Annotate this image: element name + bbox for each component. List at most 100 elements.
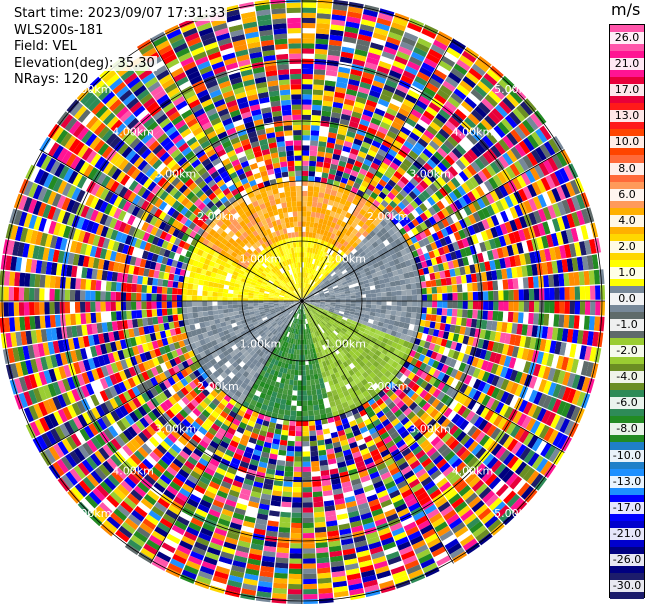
noise-cell <box>310 140 319 147</box>
noise-cell <box>90 301 96 313</box>
noise-cell <box>366 127 378 136</box>
noise-cell <box>501 118 514 132</box>
noise-cell <box>74 301 81 313</box>
noise-cell <box>278 449 287 456</box>
noise-cell <box>467 283 473 292</box>
noise-cell <box>432 136 444 147</box>
noise-cell <box>469 327 476 337</box>
noise-cell <box>491 86 505 100</box>
noise-cell <box>323 162 331 169</box>
noise-cell <box>454 370 463 381</box>
noise-cell <box>141 284 148 293</box>
noise-cell <box>585 362 594 377</box>
noise-cell <box>447 260 455 270</box>
noise-cell <box>294 461 302 467</box>
velocity-cell <box>384 282 391 288</box>
noise-cell <box>492 311 499 321</box>
noise-cell <box>541 410 552 424</box>
noise-cell <box>316 429 324 436</box>
noise-cell <box>479 349 487 360</box>
velocity-cell <box>321 203 328 210</box>
noise-cell <box>425 243 433 252</box>
noise-cell <box>302 165 309 171</box>
noise-cell <box>415 42 430 53</box>
noise-cell <box>331 19 346 27</box>
noise-cell <box>90 279 97 291</box>
noise-cell <box>523 98 537 113</box>
noise-cell <box>416 71 430 82</box>
noise-cell <box>403 172 413 182</box>
noise-cell <box>509 89 523 104</box>
noise-cell <box>541 326 549 339</box>
noise-cell <box>273 582 288 589</box>
noise-cell <box>518 122 531 137</box>
noise-cell <box>469 176 480 188</box>
noise-cell <box>580 225 589 240</box>
noise-cell <box>367 94 379 103</box>
noise-cell <box>456 309 463 318</box>
noise-cell <box>413 431 424 442</box>
noise-cell <box>492 174 503 187</box>
noise-cell <box>337 165 345 173</box>
noise-cell <box>432 369 441 379</box>
noise-cell <box>593 269 600 285</box>
noise-cell <box>392 139 403 149</box>
noise-cell <box>288 171 295 177</box>
noise-cell <box>293 476 302 483</box>
noise-cell <box>302 140 310 146</box>
noise-cell <box>528 312 534 325</box>
noise-cell <box>390 187 399 197</box>
velocity-cell <box>355 294 361 298</box>
noise-cell <box>34 315 41 329</box>
noise-cell <box>575 359 584 375</box>
noise-cell <box>353 53 367 62</box>
noise-cell <box>467 113 480 126</box>
velocity-cell <box>345 298 351 301</box>
noise-cell <box>330 29 344 37</box>
noise-cell <box>316 13 331 20</box>
noise-cell <box>381 89 394 98</box>
noise-cell <box>441 383 451 394</box>
noise-cell <box>23 302 30 316</box>
noise-cell <box>110 301 116 311</box>
noise-cell <box>459 248 467 258</box>
velocity-cell <box>302 201 307 207</box>
noise-cell <box>499 197 510 210</box>
noise-cell <box>502 311 509 322</box>
noise-cell <box>427 328 435 336</box>
noise-cell <box>514 254 522 267</box>
noise-cell <box>495 376 505 389</box>
noise-cell <box>527 434 539 449</box>
noise-cell <box>141 301 147 310</box>
noise-cell <box>432 301 438 308</box>
noise-cell <box>171 294 177 301</box>
velocity-cell <box>304 247 308 253</box>
noise-cell <box>397 149 408 159</box>
noise-cell <box>389 26 405 37</box>
noise-cell <box>522 312 529 324</box>
noise-cell <box>432 378 442 388</box>
noise-cell <box>458 465 470 477</box>
noise-cell <box>471 479 485 492</box>
noise-cell <box>516 323 523 335</box>
noise-cell <box>468 476 481 488</box>
noise-cell <box>463 216 472 227</box>
noise-cell <box>506 244 514 257</box>
noise-cell <box>324 152 333 159</box>
noise-cell <box>444 235 452 245</box>
noise-cell <box>576 375 586 391</box>
noise-cell <box>379 161 389 171</box>
noise-cell <box>315 542 328 549</box>
noise-cell <box>531 131 544 146</box>
noise-cell <box>385 204 394 213</box>
noise-cell <box>312 94 323 101</box>
noise-cell <box>498 301 504 311</box>
noise-cell <box>432 203 441 213</box>
noise-cell <box>485 192 495 205</box>
noise-cell <box>281 171 289 178</box>
noise-cell <box>386 212 395 221</box>
noise-cell <box>456 59 471 72</box>
noise-cell <box>360 76 373 85</box>
noise-cell <box>423 199 432 209</box>
noise-cell <box>571 329 579 344</box>
